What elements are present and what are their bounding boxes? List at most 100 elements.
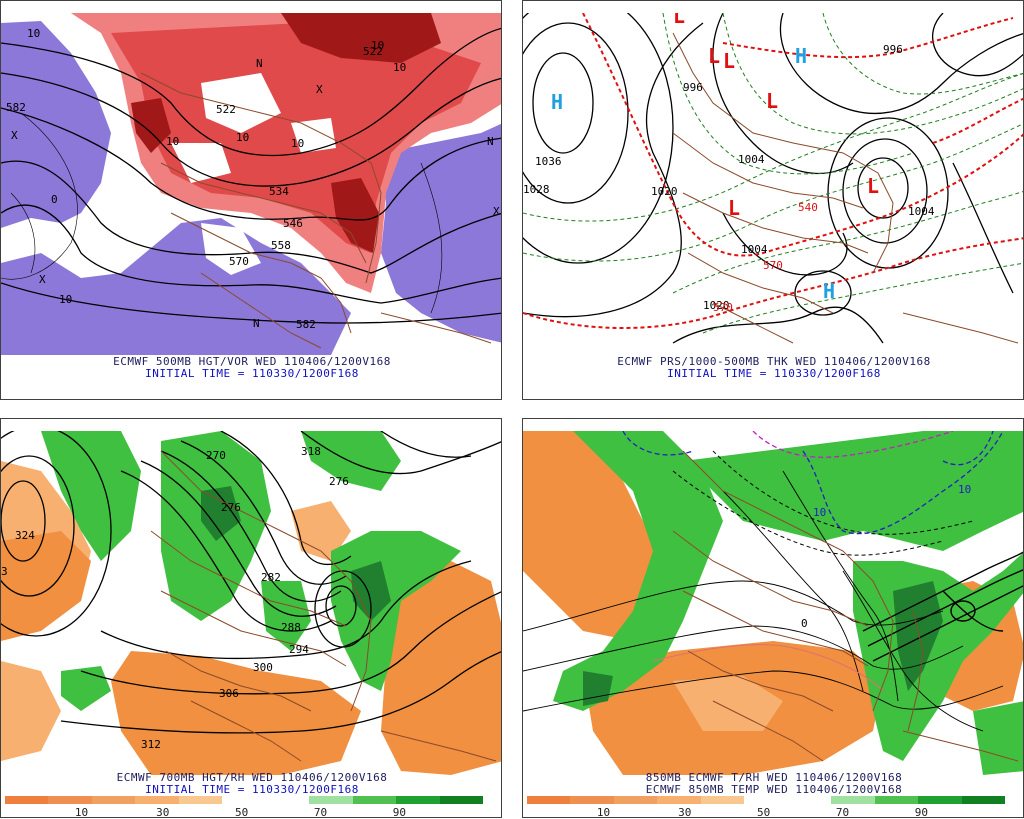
contour-label: 10	[393, 61, 406, 74]
contour-label: 522	[216, 103, 236, 116]
panel-title: ECMWF 500MB HGT/VOR WED 110406/1200V168	[113, 355, 391, 368]
colorbar-swatch	[700, 796, 745, 804]
height-label: 324	[15, 529, 35, 542]
colorbar-tick: 70	[835, 806, 850, 818]
panel-initial-time: INITIAL TIME = 110330/1200F168	[145, 783, 359, 796]
vorticity-max-marker: X	[316, 83, 323, 96]
colorbar-swatch	[178, 796, 223, 804]
height-label: 270	[206, 449, 226, 462]
panel-700mb-height-rh: 324 270 276 282 288 294 300 306 312 318 …	[0, 418, 502, 818]
vorticity-max-marker: X	[11, 129, 18, 142]
panel-title: 850MB ECMWF T/RH WED 110406/1200V168	[645, 771, 903, 784]
panel-500mb-height-vorticity: 10 582 10 10 10 522 534 546 558 570 582 …	[0, 0, 502, 400]
height-label: 288	[281, 621, 301, 634]
colorbar-tick: 10	[74, 806, 89, 818]
colorbar-tick: 30	[678, 806, 692, 818]
isobar-label: 1004	[908, 205, 935, 218]
panel-subtitle: ECMWF 850MB TEMP WED 110406/1200V168	[645, 783, 903, 796]
vorticity-max-marker: X	[39, 273, 46, 286]
rh-colorbar	[5, 796, 483, 804]
contour-label: 582	[6, 101, 26, 114]
high-pressure-marker: H	[823, 279, 835, 303]
low-pressure-marker: L	[708, 44, 720, 68]
panel-initial-time: INITIAL TIME = 110330/1200F168	[145, 367, 359, 380]
height-label: 300	[253, 661, 273, 674]
high-pressure-marker: H	[795, 44, 807, 68]
temperature-label: 10	[958, 483, 971, 496]
colorbar-swatch	[265, 796, 310, 804]
isobar-label: 1028	[523, 183, 550, 196]
colorbar-ticks: 10 30 50 70 90	[527, 806, 1005, 818]
colorbar-swatch	[352, 796, 397, 804]
thickness-label: 570	[713, 301, 733, 314]
contour-label: 10	[166, 135, 179, 148]
vorticity-max-marker: X	[493, 205, 500, 218]
isobar-label: 996	[883, 43, 903, 56]
isobar-label: 1020	[703, 299, 730, 312]
low-pressure-marker: L	[673, 13, 685, 28]
colorbar-tick: 50	[234, 806, 249, 818]
low-pressure-marker: L	[766, 89, 778, 113]
high-pressure-marker: H	[551, 90, 563, 114]
contour-label: 522	[363, 45, 383, 58]
isobar-label: 1036	[535, 155, 562, 168]
colorbar-swatch	[5, 796, 49, 804]
contour-label: 558	[271, 239, 291, 252]
colorbar-swatch	[657, 796, 701, 804]
contour-label: 534	[269, 185, 289, 198]
colorbar-tick: 30	[156, 806, 170, 818]
colorbar-tick: 90	[392, 806, 406, 818]
map-pressure-thickness: 996 996 1004 1036 1028 1020 1004 1004 10…	[523, 13, 1023, 355]
colorbar-swatch	[222, 796, 266, 804]
colorbar-swatch	[309, 796, 353, 804]
colorbar-tick: 10	[596, 806, 611, 818]
contour-label: 10	[371, 39, 384, 52]
colorbar-swatch	[527, 796, 571, 804]
vorticity-min-marker: N	[256, 57, 263, 70]
colorbar-swatch	[787, 796, 832, 804]
panel-title: ECMWF PRS/1000-500MB THK WED 110406/1200…	[617, 355, 931, 368]
map-700mb-rh: 324 270 276 282 288 294 300 306 312 318 …	[1, 431, 501, 775]
contour-label: 0	[51, 193, 58, 206]
contour-label: 10	[291, 137, 304, 150]
colorbar-swatch	[831, 796, 875, 804]
height-label: 294	[289, 643, 309, 656]
height-label: 3	[1, 565, 8, 578]
low-pressure-marker: L	[867, 174, 879, 198]
low-pressure-marker: L	[728, 196, 740, 220]
vorticity-min-marker: N	[253, 317, 260, 330]
colorbar-swatch	[918, 796, 962, 804]
colorbar-swatch	[613, 796, 658, 804]
panel-title: ECMWF 700MB HGT/RH WED 110406/1200V168	[116, 771, 388, 784]
colorbar-swatch	[135, 796, 179, 804]
panel-initial-time: INITIAL TIME = 110330/1200F168	[667, 367, 881, 380]
colorbar-swatch	[961, 796, 1005, 804]
rh-colorbar	[527, 796, 1005, 804]
map-850mb-temp-rh: 0 10 10	[523, 431, 1023, 775]
colorbar-tick: 50	[756, 806, 771, 818]
contour-label: 546	[283, 217, 303, 230]
height-label: 312	[141, 738, 161, 751]
contour-label: 582	[296, 318, 316, 331]
isobar-label: 1020	[651, 185, 678, 198]
colorbar-swatch	[91, 796, 136, 804]
thickness-label: 540	[798, 201, 818, 214]
temperature-label: 10	[813, 506, 826, 519]
height-label: 318	[301, 445, 321, 458]
panel-pressure-thickness: 996 996 1004 1036 1028 1020 1004 1004 10…	[522, 0, 1024, 400]
vorticity-min-marker: N	[487, 135, 494, 148]
height-label: 306	[219, 687, 239, 700]
colorbar-swatch	[744, 796, 788, 804]
isobar-label: 996	[683, 81, 703, 94]
colorbar-swatch	[570, 796, 614, 804]
low-pressure-marker: L	[723, 49, 735, 73]
height-label: 276	[221, 501, 241, 514]
colorbar-swatch	[874, 796, 919, 804]
contour-label: 10	[236, 131, 249, 144]
isobar-label: 1004	[738, 153, 765, 166]
thickness-label: 570	[763, 259, 783, 272]
isobar-label: 1004	[741, 243, 768, 256]
temperature-label: 0	[801, 617, 808, 630]
colorbar-swatch	[396, 796, 440, 804]
map-500mb-vorticity: 10 582 10 10 10 522 534 546 558 570 582 …	[1, 13, 501, 355]
